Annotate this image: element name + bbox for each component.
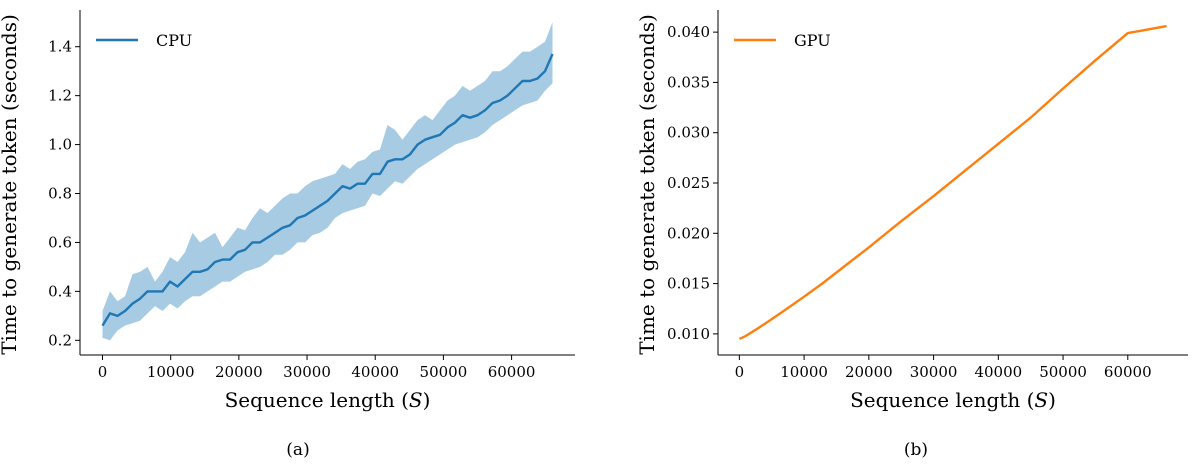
x-tick-label: 30000 bbox=[910, 363, 958, 381]
legend: CPU bbox=[96, 31, 192, 50]
x-tick-label: 20000 bbox=[845, 363, 893, 381]
y-tick-label: 0.035 bbox=[667, 73, 710, 91]
y-tick-label: 0.015 bbox=[667, 275, 710, 293]
x-tick-label: 60000 bbox=[488, 363, 536, 381]
x-tick-label: 0 bbox=[98, 363, 108, 381]
y-axis-ticks: 0.2 0.4 0.6 0.8 1.0 1.2 1.4 bbox=[48, 38, 80, 349]
y-tick-label: 0.040 bbox=[667, 23, 710, 41]
y-tick-label: 1.2 bbox=[48, 87, 72, 105]
y-axis-label: Time to generate token (seconds) bbox=[635, 14, 659, 355]
x-axis-label: Sequence length (S) bbox=[850, 388, 1056, 412]
panel-caption: (b) bbox=[904, 440, 928, 460]
x-tick-label: 40000 bbox=[974, 363, 1022, 381]
x-axis-ticks: 0 10000 20000 30000 40000 50000 60000 bbox=[735, 355, 1152, 381]
cpu-std-band bbox=[102, 22, 553, 341]
x-tick-label: 30000 bbox=[283, 363, 331, 381]
x-axis-label: Sequence length (S) bbox=[225, 388, 431, 412]
y-tick-label: 0.6 bbox=[48, 233, 72, 251]
legend-label-gpu: GPU bbox=[794, 31, 831, 50]
y-axis-ticks: 0.010 0.015 0.020 0.025 0.030 0.035 0.040 bbox=[667, 23, 718, 343]
x-axis-ticks: 0 10000 20000 30000 40000 50000 60000 bbox=[98, 355, 536, 381]
legend: GPU bbox=[734, 31, 831, 50]
x-tick-label: 20000 bbox=[215, 363, 263, 381]
panel-b-gpu-chart: 0 10000 20000 30000 40000 50000 60000 0.0100.0… bbox=[635, 10, 1188, 460]
y-axis-label: Time to generate token (seconds) bbox=[0, 14, 21, 355]
panel-a-cpu-chart: 0 10000 20000 30000 40000 50000 60000 0.20.40.… bbox=[0, 10, 575, 460]
y-tick-label: 0.025 bbox=[667, 174, 710, 192]
cpu-series-line bbox=[101, 53, 554, 327]
x-tick-label: 60000 bbox=[1104, 363, 1152, 381]
y-tick-label: 0.8 bbox=[48, 185, 72, 203]
y-tick-label: 0.2 bbox=[48, 331, 72, 349]
legend-label-cpu: CPU bbox=[156, 31, 192, 50]
x-tick-label: 40000 bbox=[351, 363, 399, 381]
y-tick-label: 0.030 bbox=[667, 124, 710, 142]
y-tick-label: 0.020 bbox=[667, 224, 710, 242]
y-tick-label: 1.0 bbox=[48, 136, 72, 154]
y-tick-label: 0.4 bbox=[48, 282, 72, 300]
y-tick-label: 1.4 bbox=[48, 38, 72, 56]
x-tick-label: 0 bbox=[735, 363, 745, 381]
x-tick-label: 50000 bbox=[420, 363, 468, 381]
y-tick-label: 0.010 bbox=[667, 325, 710, 343]
x-tick-label: 10000 bbox=[147, 363, 195, 381]
gpu-series-line bbox=[738, 24, 1167, 340]
panel-caption: (a) bbox=[286, 440, 309, 460]
x-tick-label: 10000 bbox=[780, 363, 828, 381]
x-tick-label: 50000 bbox=[1039, 363, 1087, 381]
